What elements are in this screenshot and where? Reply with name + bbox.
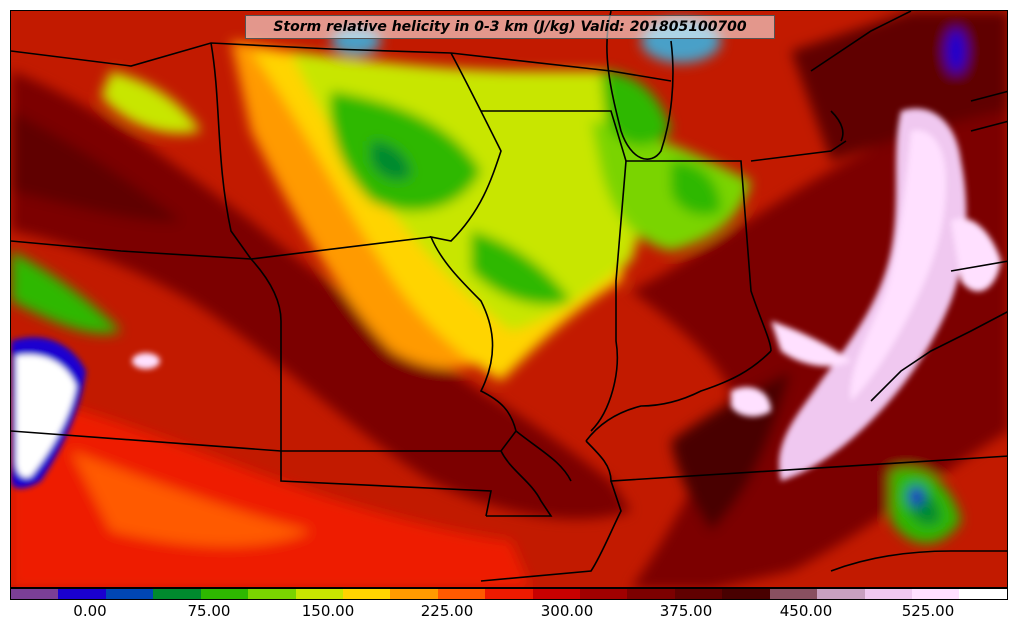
colorbar-swatch — [342, 589, 391, 599]
colorbar — [10, 588, 1008, 600]
state-borders — [11, 11, 1007, 582]
colorbar-swatch — [959, 589, 1007, 599]
colorbar-swatch — [105, 589, 154, 599]
colorbar-swatch — [912, 589, 960, 599]
colorbar-swatch — [580, 589, 628, 599]
colorbar-swatch — [248, 589, 296, 599]
colorbar-swatch — [532, 589, 581, 599]
high-helicity-patches — [11, 108, 1001, 489]
colorbar-swatch — [58, 589, 106, 599]
colorbar-swatch — [11, 589, 59, 599]
colorbar-swatch — [674, 589, 723, 599]
colorbar-swatch — [200, 589, 249, 599]
colorbar-swatch — [153, 589, 201, 599]
helicity-map — [10, 10, 1008, 588]
colorbar-tick-label: 525.00 — [901, 602, 955, 620]
colorbar-swatch — [769, 589, 818, 599]
colorbar-swatch — [390, 589, 438, 599]
colorbar-swatch — [864, 589, 913, 599]
colorbar-swatch — [817, 589, 865, 599]
colorbar-tick-label: 375.00 — [659, 602, 713, 620]
colorbar-swatch — [437, 589, 486, 599]
map-title: Storm relative helicity in 0-3 km (J/kg)… — [245, 15, 775, 39]
colorbar-swatch — [485, 589, 533, 599]
colorbar-swatch — [722, 589, 770, 599]
colorbar-swatch — [295, 589, 343, 599]
colorbar-tick-label: 0.00 — [73, 602, 107, 620]
colorbar-tick-label: 225.00 — [420, 602, 474, 620]
colorbar-tick-label: 75.00 — [187, 602, 231, 620]
colorbar-swatch — [627, 589, 675, 599]
colorbar-tick-label: 300.00 — [540, 602, 594, 620]
map-canvas — [11, 11, 1007, 587]
colorbar-tick-label: 450.00 — [779, 602, 833, 620]
colorbar-tick-label: 150.00 — [301, 602, 355, 620]
